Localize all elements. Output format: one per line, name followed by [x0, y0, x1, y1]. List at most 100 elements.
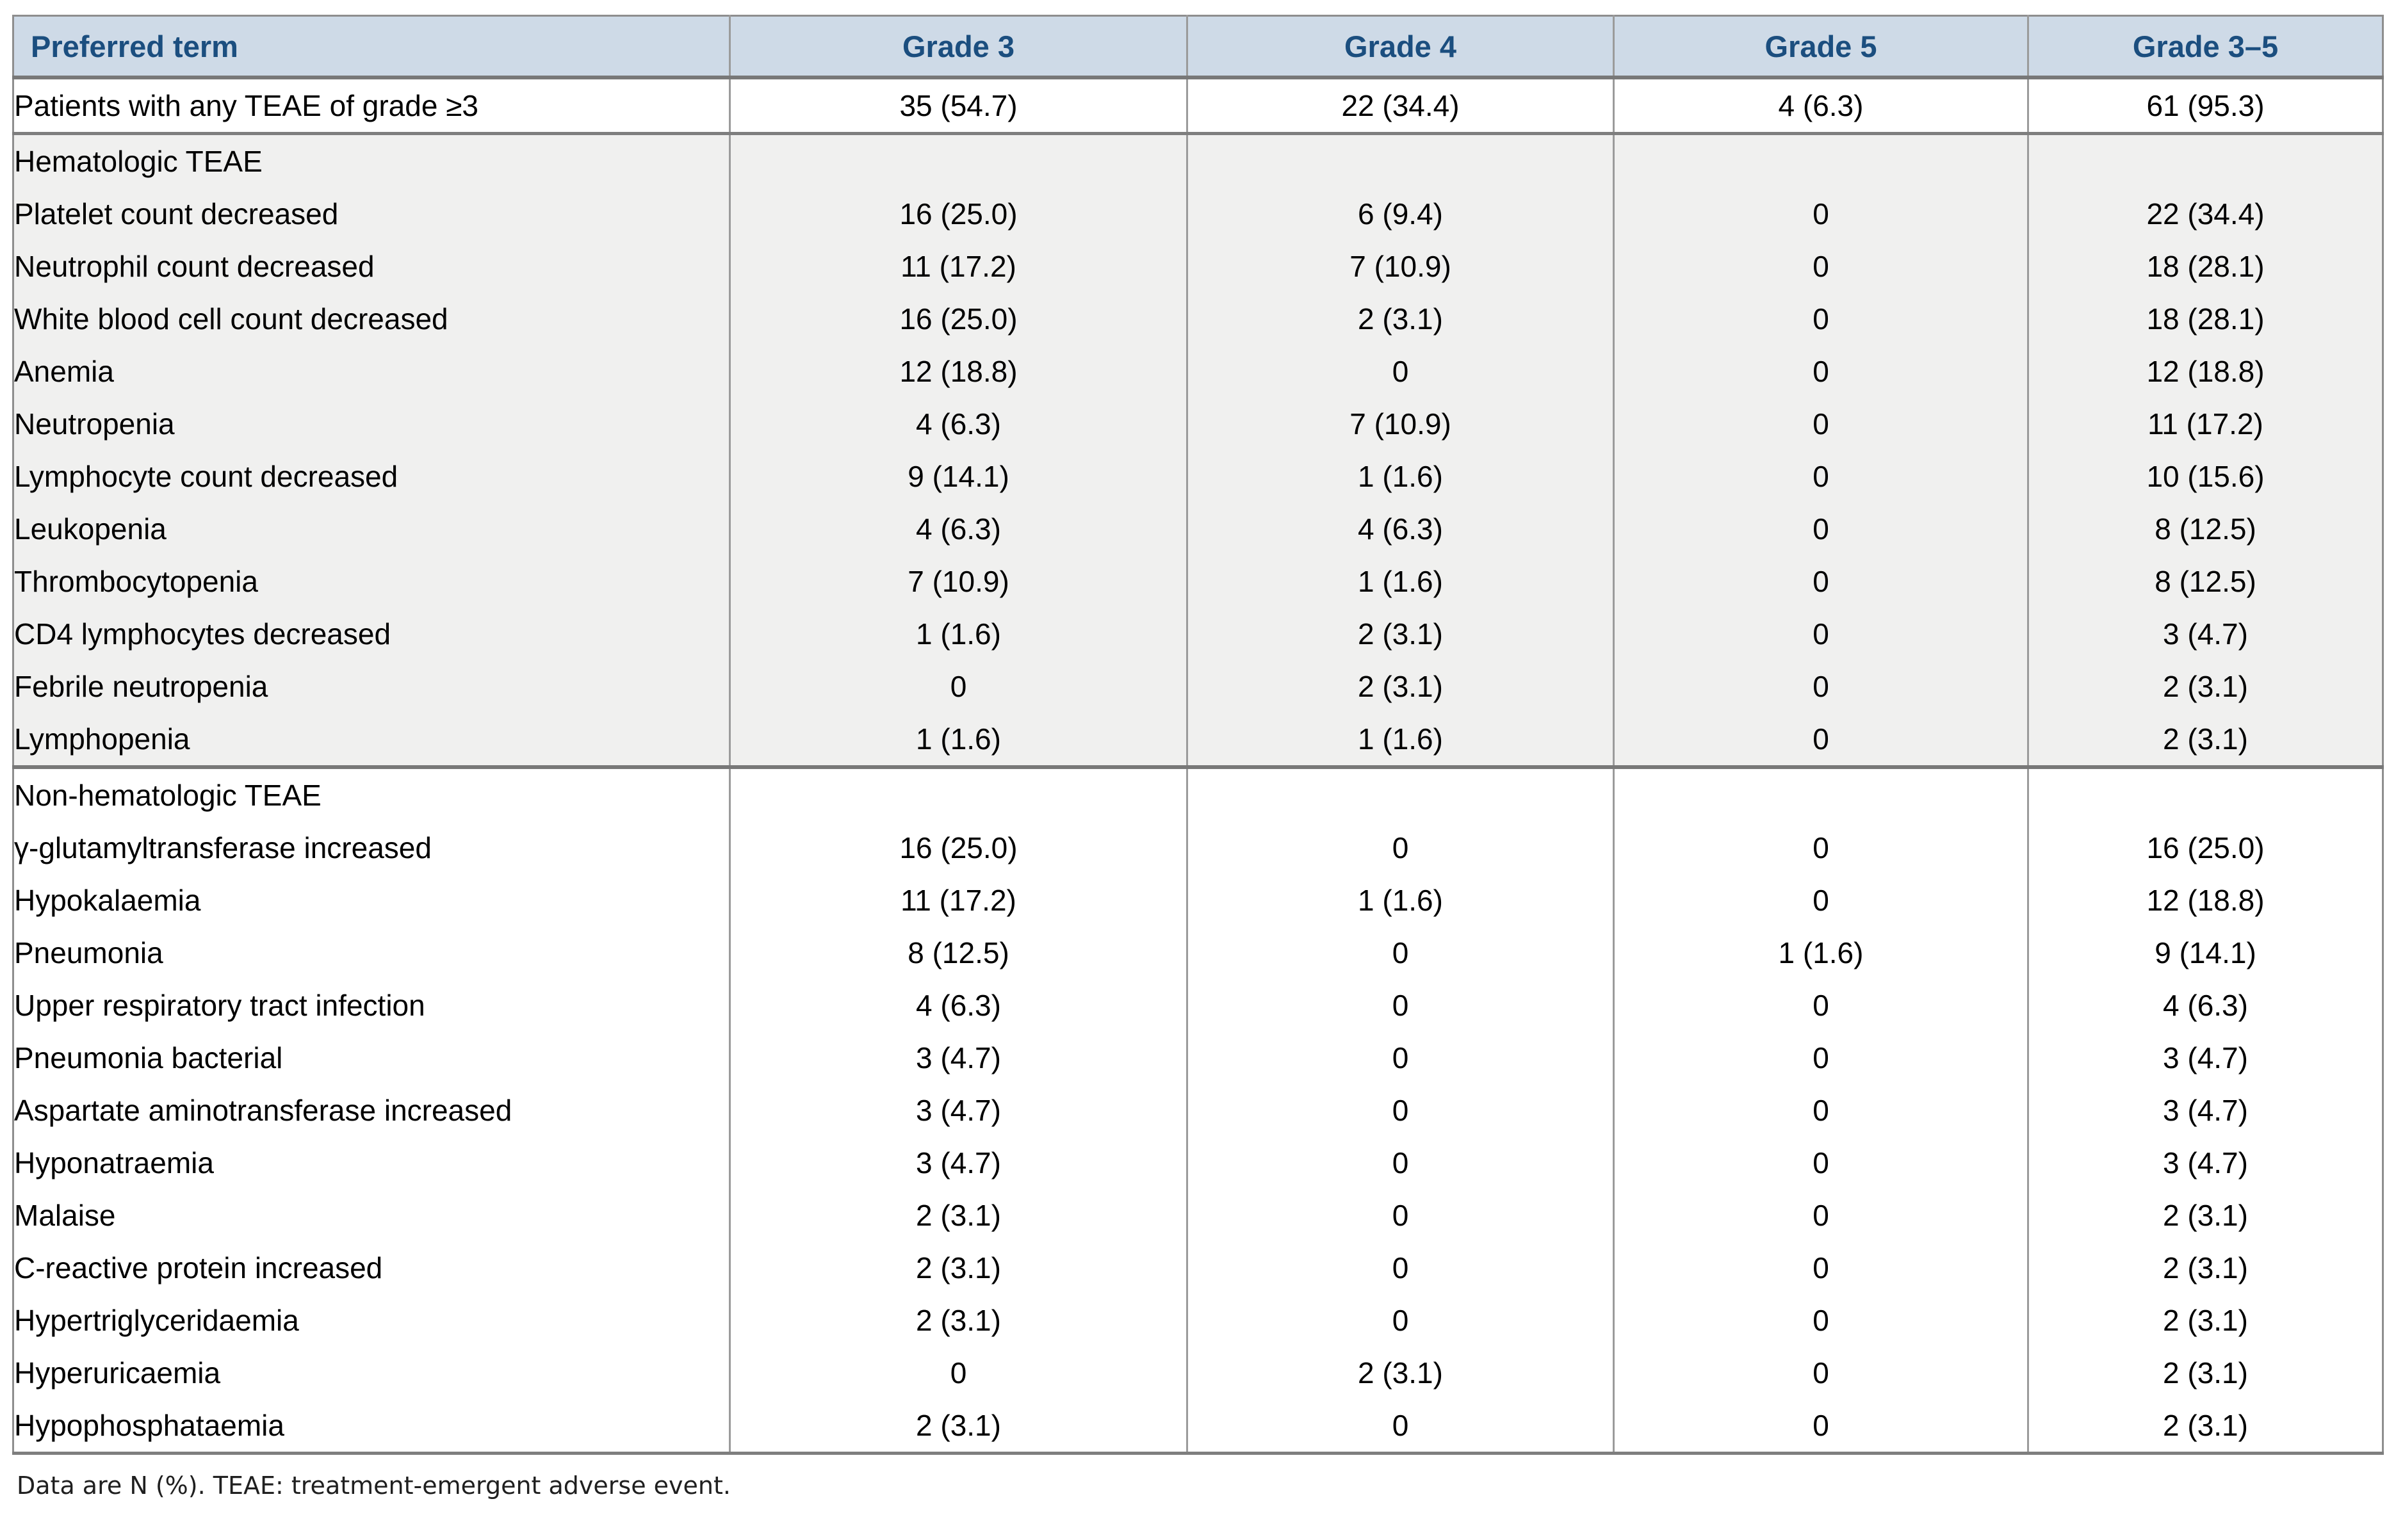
cell-grade4: 0: [1186, 1137, 1614, 1189]
cell-grade4: 0: [1186, 927, 1614, 979]
cell-grade3: 4 (6.3): [729, 503, 1187, 555]
table-row: Leukopenia 4 (6.3) 4 (6.3) 0 8 (12.5): [13, 503, 2383, 555]
column-header-grade-4: Grade 4: [1186, 15, 1614, 79]
cell-grade3: 4 (6.3): [729, 979, 1187, 1032]
cell-grade3-5: 61 (95.3): [2027, 77, 2383, 135]
cell-grade4: 2 (3.1): [1186, 608, 1614, 660]
table-row: Thrombocytopenia 7 (10.9) 1 (1.6) 0 8 (1…: [13, 555, 2383, 608]
row-label: Hypokalaemia: [14, 884, 201, 917]
cell-grade3: 16 (25.0): [729, 188, 1187, 240]
cell-grade3: 35 (54.7): [729, 77, 1187, 135]
cell-grade4: 0: [1186, 1242, 1614, 1294]
table-row: Hypophosphataemia 2 (3.1) 0 0 2 (3.1): [13, 1399, 2383, 1454]
column-header-grade-5: Grade 5: [1613, 15, 2028, 79]
row-label: Pneumonia: [14, 936, 163, 969]
section-label: Non-hematologic TEAE: [14, 779, 322, 812]
cell-grade3-5: 2 (3.1): [2027, 1399, 2383, 1454]
table-row: Malaise 2 (3.1) 0 0 2 (3.1): [13, 1189, 2383, 1242]
row-label: Pneumonia bacterial: [14, 1041, 283, 1074]
cell-grade5: 4 (6.3): [1613, 77, 2028, 135]
cell-grade3-5: 12 (18.8): [2027, 874, 2383, 927]
cell-grade5: 0: [1613, 1032, 2028, 1084]
cell-grade3-5: 18 (28.1): [2027, 240, 2383, 293]
cell-grade4: 1 (1.6): [1186, 555, 1614, 608]
cell-grade3-5: 2 (3.1): [2027, 1347, 2383, 1399]
row-label: Lymphocyte count decreased: [13, 450, 730, 503]
cell-grade4: 0: [1186, 1399, 1614, 1454]
summary-row: Patients with any TEAE of grade ≥3 35 (5…: [13, 77, 2383, 135]
cell-grade5: 0: [1613, 822, 2028, 874]
table-row: Hyponatraemia 3 (4.7) 0 0 3 (4.7): [13, 1137, 2383, 1189]
cell-grade5: 0: [1613, 1399, 2028, 1454]
cell-grade3: 11 (17.2): [729, 240, 1187, 293]
row-label: Malaise: [14, 1199, 116, 1232]
cell-grade4: 0: [1186, 1084, 1614, 1137]
cell-grade3: 4 (6.3): [729, 398, 1187, 450]
cell-grade5: 0: [1613, 1137, 2028, 1189]
row-label: Hypophosphataemia: [14, 1409, 284, 1442]
cell-grade5: 0: [1613, 713, 2028, 769]
cell-grade4: 1 (1.6): [1186, 713, 1614, 769]
cell-grade3-5: 2 (3.1): [2027, 1242, 2383, 1294]
cell-grade4: 4 (6.3): [1186, 503, 1614, 555]
cell-grade3-5: 22 (34.4): [2027, 188, 2383, 240]
cell-grade3: 2 (3.1): [729, 1399, 1187, 1454]
cell-grade4: 0: [1186, 979, 1614, 1032]
row-label: Upper respiratory tract infection: [14, 989, 425, 1022]
cell-grade4: 1 (1.6): [1186, 450, 1614, 503]
row-label: Thrombocytopenia: [13, 555, 730, 608]
table-row: C-reactive protein increased 2 (3.1) 0 0…: [13, 1242, 2383, 1294]
table-row: Lymphopenia 1 (1.6) 1 (1.6) 0 2 (3.1): [13, 713, 2383, 769]
cell-grade3: 0: [729, 660, 1187, 713]
table-row: Febrile neutropenia 0 2 (3.1) 0 2 (3.1): [13, 660, 2383, 713]
cell-grade5: 0: [1613, 555, 2028, 608]
table-row: Aspartate aminotransferase increased 3 (…: [13, 1084, 2383, 1137]
cell-grade3-5: 10 (15.6): [2027, 450, 2383, 503]
cell-grade5: 0: [1613, 1242, 2028, 1294]
row-label: C-reactive protein increased: [14, 1251, 383, 1285]
table-row: Anemia 12 (18.8) 0 0 12 (18.8): [13, 345, 2383, 398]
cell-empty: [729, 767, 1187, 822]
row-label: Neutropenia: [13, 398, 730, 450]
header-row: Preferred term Grade 3 Grade 4 Grade 5 G…: [13, 15, 2383, 79]
table-row: White blood cell count decreased 16 (25.…: [13, 293, 2383, 345]
cell-grade3: 2 (3.1): [729, 1189, 1187, 1242]
table-footnote: Data are N (%). TEAE: treatment-emergent…: [17, 1471, 731, 1500]
cell-grade5: 0: [1613, 660, 2028, 713]
cell-grade4: 2 (3.1): [1186, 293, 1614, 345]
cell-empty: [1613, 133, 2028, 188]
cell-grade3: 2 (3.1): [729, 1294, 1187, 1347]
cell-grade5: 0: [1613, 1347, 2028, 1399]
cell-grade3: 8 (12.5): [729, 927, 1187, 979]
cell-grade3: 3 (4.7): [729, 1084, 1187, 1137]
cell-grade3-5: 2 (3.1): [2027, 713, 2383, 769]
cell-grade3-5: 3 (4.7): [2027, 608, 2383, 660]
cell-grade3-5: 8 (12.5): [2027, 555, 2383, 608]
row-label: Lymphopenia: [13, 713, 730, 769]
table-row: γ-glutamyltransferase increased 16 (25.0…: [13, 822, 2383, 874]
cell-empty: [729, 133, 1187, 188]
row-label: Aspartate aminotransferase increased: [14, 1094, 512, 1127]
row-label: γ-glutamyltransferase increased: [14, 831, 432, 864]
cell-grade3-5: 3 (4.7): [2027, 1032, 2383, 1084]
cell-grade5: 0: [1613, 608, 2028, 660]
row-label: Patients with any TEAE of grade ≥3: [13, 77, 730, 135]
cell-grade3: 16 (25.0): [729, 293, 1187, 345]
table-row: Platelet count decreased 16 (25.0) 6 (9.…: [13, 188, 2383, 240]
cell-grade5: 0: [1613, 503, 2028, 555]
cell-grade5: 0: [1613, 1294, 2028, 1347]
cell-grade3-5: 3 (4.7): [2027, 1084, 2383, 1137]
cell-grade5: 0: [1613, 1084, 2028, 1137]
cell-empty: [2027, 133, 2383, 188]
table-row: Hypokalaemia 11 (17.2) 1 (1.6) 0 12 (18.…: [13, 874, 2383, 927]
row-label: Platelet count decreased: [13, 188, 730, 240]
table-row: Pneumonia 8 (12.5) 0 1 (1.6) 9 (14.1): [13, 927, 2383, 979]
cell-grade3-5: 8 (12.5): [2027, 503, 2383, 555]
cell-grade5: 0: [1613, 1189, 2028, 1242]
cell-grade3: 12 (18.8): [729, 345, 1187, 398]
cell-grade4: 2 (3.1): [1186, 1347, 1614, 1399]
section-header-row: Non-hematologic TEAE: [13, 767, 2383, 822]
cell-grade3-5: 2 (3.1): [2027, 660, 2383, 713]
cell-grade3: 1 (1.6): [729, 713, 1187, 769]
cell-grade5: 0: [1613, 874, 2028, 927]
